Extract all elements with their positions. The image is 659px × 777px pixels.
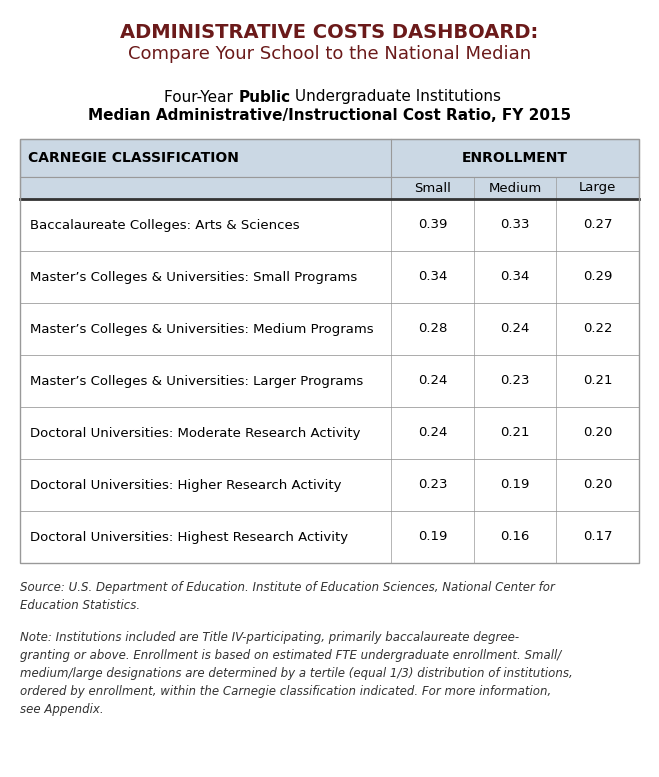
Bar [20,251,639,303]
Text: Four-Year Public Undergraduate Institutions: Four-Year Public Undergraduate Instituti… [0,776,1,777]
Text: Four-Year: Four-Year [0,776,1,777]
Text: Medium: Medium [488,182,542,194]
Text: 0.17: 0.17 [583,531,612,543]
Text: Master’s Colleges & Universities: Larger Programs: Master’s Colleges & Universities: Larger… [30,375,363,388]
Bar [20,511,639,563]
Text: Master’s Colleges & Universities: Medium Programs: Master’s Colleges & Universities: Medium… [30,322,374,336]
Bar [20,303,639,355]
Bar [20,355,639,407]
Text: 0.24: 0.24 [418,375,447,388]
Text: ENROLLMENT: ENROLLMENT [462,151,568,165]
Text: 0.22: 0.22 [583,322,612,336]
Text: 0.24: 0.24 [501,322,530,336]
Bar [20,199,639,251]
Text: Doctoral Universities: Higher Research Activity: Doctoral Universities: Higher Research A… [30,479,341,492]
Text: 0.34: 0.34 [501,270,530,284]
Bar [20,459,639,511]
Text: Source: U.S. Department of Education. Institute of Education Sciences, National : Source: U.S. Department of Education. In… [20,581,555,612]
Text: Large: Large [579,182,616,194]
Text: 0.19: 0.19 [501,479,530,492]
Text: 0.34: 0.34 [418,270,447,284]
Text: 0.27: 0.27 [583,218,612,232]
Text: 0.21: 0.21 [500,427,530,440]
Text: 0.19: 0.19 [418,531,447,543]
Text: 0.23: 0.23 [500,375,530,388]
Text: Four-Year: Four-Year [165,89,238,104]
Text: ADMINISTRATIVE COSTS DASHBOARD:: ADMINISTRATIVE COSTS DASHBOARD: [121,23,538,41]
Text: Master’s Colleges & Universities: Small Programs: Master’s Colleges & Universities: Small … [30,270,357,284]
Text: Compare Your School to the National Median: Compare Your School to the National Medi… [128,45,531,63]
Bar [20,139,639,177]
Text: 0.29: 0.29 [583,270,612,284]
Text: 0.33: 0.33 [500,218,530,232]
Text: 0.21: 0.21 [583,375,612,388]
Text: Small: Small [415,182,451,194]
Text: Doctoral Universities: Moderate Research Activity: Doctoral Universities: Moderate Research… [30,427,360,440]
Bar [20,139,639,563]
Text: CARNEGIE CLASSIFICATION: CARNEGIE CLASSIFICATION [28,151,239,165]
Text: Median Administrative/Instructional Cost Ratio, FY 2015: Median Administrative/Instructional Cost… [88,107,571,123]
Bar [20,177,639,199]
Text: 0.28: 0.28 [418,322,447,336]
Bar [20,407,639,459]
Text: 0.23: 0.23 [418,479,447,492]
Text: Doctoral Universities: Highest Research Activity: Doctoral Universities: Highest Research … [30,531,348,543]
Text: 0.16: 0.16 [501,531,530,543]
Text: Public: Public [0,776,1,777]
Text: Public: Public [238,89,291,104]
Text: 0.24: 0.24 [418,427,447,440]
Text: 0.20: 0.20 [583,427,612,440]
Text: Undergraduate Institutions: Undergraduate Institutions [291,89,501,104]
Text: 0.39: 0.39 [418,218,447,232]
Text: Baccalaureate Colleges: Arts & Sciences: Baccalaureate Colleges: Arts & Sciences [30,218,300,232]
Text: Note: Institutions included are Title IV-participating, primarily baccalaureate : Note: Institutions included are Title IV… [20,631,573,716]
Text: 0.20: 0.20 [583,479,612,492]
